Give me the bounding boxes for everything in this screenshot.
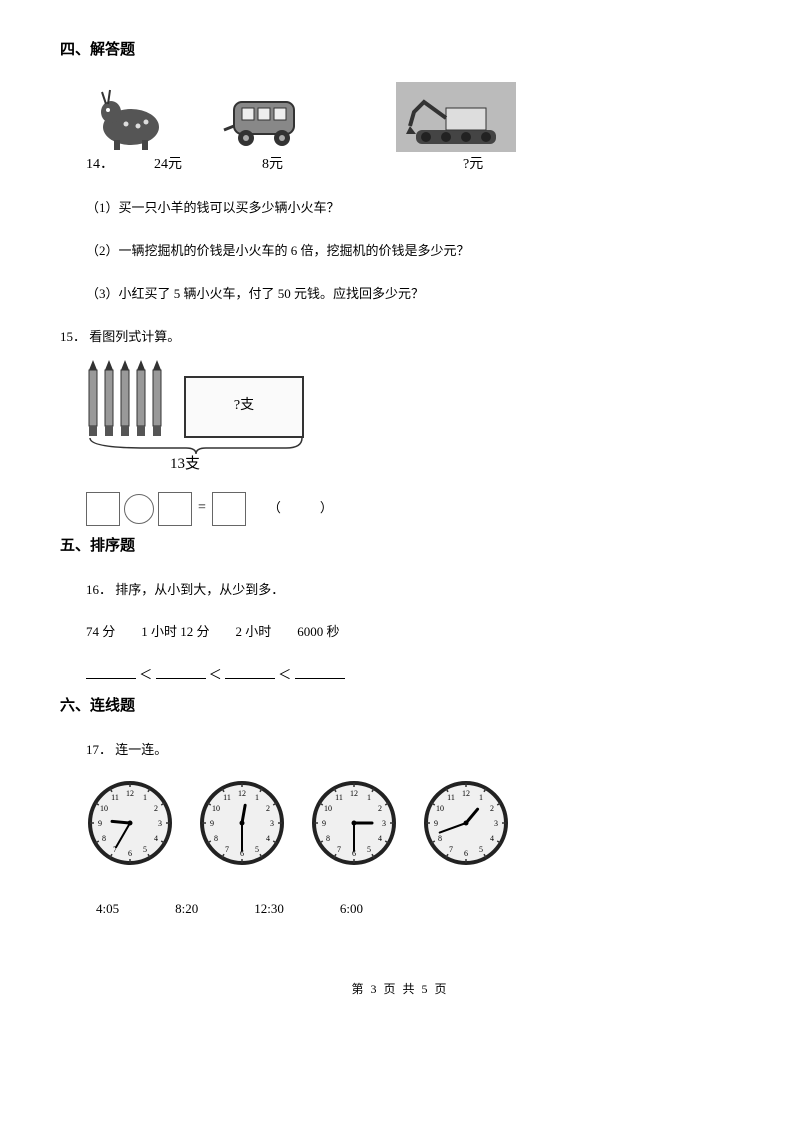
fill-blank[interactable] xyxy=(86,665,136,679)
toy-train xyxy=(216,82,316,152)
q17-clocks: 123456789101112 123456789101112 12345678… xyxy=(86,779,740,867)
q17-number: 17． 连一连。 xyxy=(86,740,740,761)
q14-price-row: 14． 24元 8元 ?元 xyxy=(86,154,740,176)
fill-blank[interactable] xyxy=(156,665,206,679)
svg-text:10: 10 xyxy=(324,804,332,813)
svg-text:1: 1 xyxy=(367,793,371,802)
svg-text:1: 1 xyxy=(255,793,259,802)
svg-text:3: 3 xyxy=(382,819,386,828)
box-label: ?支 xyxy=(234,395,254,417)
svg-text:6: 6 xyxy=(128,849,132,858)
clock-4: 123456789101112 xyxy=(422,779,510,867)
fill-blank[interactable] xyxy=(295,665,345,679)
svg-text:1: 1 xyxy=(479,793,483,802)
unit-paren: （ ） xyxy=(268,498,333,519)
pencil-icon xyxy=(118,360,132,438)
q16-items: 74 分 1 小时 12 分 2 小时 6000 秒 xyxy=(86,622,740,643)
section-5-title: 五、排序题 xyxy=(60,534,740,558)
pencil-box: ?支 xyxy=(184,376,304,438)
svg-text:3: 3 xyxy=(158,819,162,828)
blank-square[interactable] xyxy=(212,492,246,526)
section-6-title: 六、连线题 xyxy=(60,694,740,718)
svg-text:5: 5 xyxy=(143,845,147,854)
svg-text:8: 8 xyxy=(438,834,442,843)
svg-text:1: 1 xyxy=(143,793,147,802)
svg-text:5: 5 xyxy=(255,845,259,854)
clock-1: 123456789101112 xyxy=(86,779,174,867)
time-label: 6:00 xyxy=(340,899,363,920)
svg-text:6: 6 xyxy=(464,849,468,858)
svg-text:4: 4 xyxy=(154,834,158,843)
svg-text:12: 12 xyxy=(462,789,470,798)
svg-text:2: 2 xyxy=(154,804,158,813)
q14-image-row xyxy=(86,82,740,152)
q14-sub1: （1）买一只小羊的钱可以买多少辆小火车？ xyxy=(86,198,740,219)
svg-text:11: 11 xyxy=(223,793,231,802)
svg-text:4: 4 xyxy=(266,834,270,843)
price-deer: 24元 xyxy=(154,154,182,176)
less-than: ＜ xyxy=(278,667,291,682)
svg-text:7: 7 xyxy=(225,845,229,854)
pencil-icon xyxy=(150,360,164,438)
time-label: 4:05 xyxy=(96,899,119,920)
svg-text:8: 8 xyxy=(102,834,106,843)
q16-number: 16． 排序，从小到大，从少到多． xyxy=(86,580,740,601)
svg-text:4: 4 xyxy=(378,834,382,843)
svg-text:5: 5 xyxy=(367,845,371,854)
toy-deer xyxy=(86,82,176,152)
blank-square[interactable] xyxy=(158,492,192,526)
svg-text:10: 10 xyxy=(100,804,108,813)
q14-sub2: （2）一辆挖掘机的价钱是小火车的 6 倍，挖掘机的价钱是多少元？ xyxy=(86,241,740,262)
svg-text:12: 12 xyxy=(350,789,358,798)
clock-3: 123456789101112 xyxy=(310,779,398,867)
time-label: 8:20 xyxy=(175,899,198,920)
svg-text:9: 9 xyxy=(322,819,326,828)
svg-text:4: 4 xyxy=(490,834,494,843)
toy-excavator xyxy=(396,82,516,152)
brace-total: 13支 xyxy=(170,452,740,476)
price-train: 8元 xyxy=(262,154,283,176)
svg-text:10: 10 xyxy=(212,804,220,813)
blank-square[interactable] xyxy=(86,492,120,526)
svg-text:2: 2 xyxy=(490,804,494,813)
svg-text:8: 8 xyxy=(326,834,330,843)
clock-2: 123456789101112 xyxy=(198,779,286,867)
q15-figure: ?支 13支 xyxy=(86,360,740,476)
svg-text:7: 7 xyxy=(337,845,341,854)
svg-text:9: 9 xyxy=(434,819,438,828)
svg-text:3: 3 xyxy=(494,819,498,828)
svg-text:10: 10 xyxy=(436,804,444,813)
q15-number: 15． 看图列式计算。 xyxy=(60,327,740,348)
q17-times: 4:05 8:20 12:30 6:00 xyxy=(96,899,740,920)
svg-text:7: 7 xyxy=(449,845,453,854)
q16-blanks: ＜ ＜ ＜ xyxy=(86,665,740,686)
page-footer: 第 3 页 共 5 页 xyxy=(60,980,740,999)
svg-text:11: 11 xyxy=(111,793,119,802)
pencil-icon xyxy=(102,360,116,438)
q15-equation: = （ ） xyxy=(86,492,740,526)
svg-text:3: 3 xyxy=(270,819,274,828)
svg-text:2: 2 xyxy=(378,804,382,813)
svg-text:9: 9 xyxy=(210,819,214,828)
q14-sub3: （3）小红买了 5 辆小火车，付了 50 元钱。应找回多少元？ xyxy=(86,284,740,305)
less-than: ＜ xyxy=(139,667,152,682)
section-4-title: 四、解答题 xyxy=(60,38,740,62)
svg-text:9: 9 xyxy=(98,819,102,828)
time-label: 12:30 xyxy=(254,899,284,920)
equals-sign: = xyxy=(198,497,206,519)
svg-text:12: 12 xyxy=(238,789,246,798)
blank-circle[interactable] xyxy=(124,494,154,524)
less-than: ＜ xyxy=(209,667,222,682)
price-excavator: ?元 xyxy=(463,154,483,176)
q14-number: 14． xyxy=(86,154,114,176)
svg-text:8: 8 xyxy=(214,834,218,843)
svg-text:11: 11 xyxy=(447,793,455,802)
pencil-icon xyxy=(86,360,100,438)
svg-text:2: 2 xyxy=(266,804,270,813)
svg-text:11: 11 xyxy=(335,793,343,802)
fill-blank[interactable] xyxy=(225,665,275,679)
svg-text:5: 5 xyxy=(479,845,483,854)
pencil-icon xyxy=(134,360,148,438)
svg-text:12: 12 xyxy=(126,789,134,798)
